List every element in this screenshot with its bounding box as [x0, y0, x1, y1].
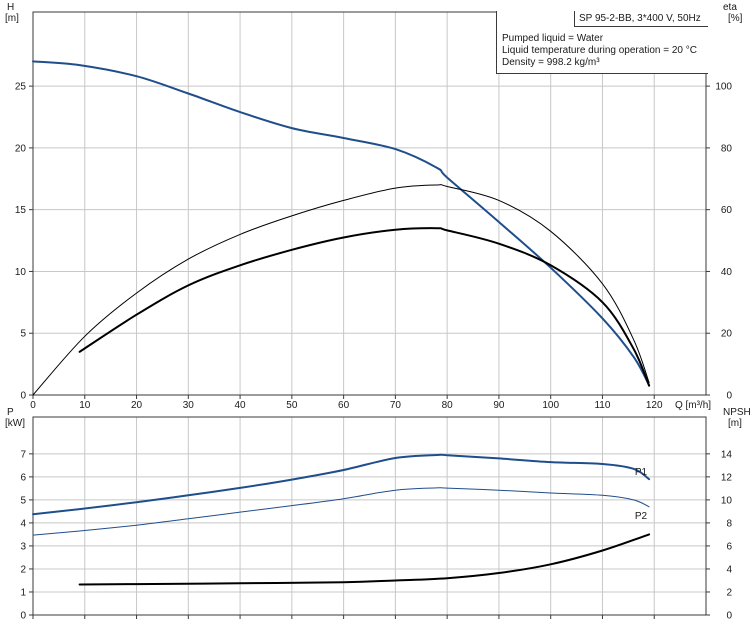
density-line: Density = 998.2 kg/m³ — [502, 57, 600, 68]
chart1-ytick-right-1: 2 — [726, 587, 732, 598]
chart0-xtick-5: 50 — [286, 400, 298, 411]
pump-info-box: SP 95-2-BB, 3*400 V, 50Hz Pumped liquid … — [496, 11, 708, 74]
chart0-y-right-label: eta — [723, 2, 737, 13]
chart0-ytick-left-1: 5 — [20, 329, 26, 340]
chart1-ytick-left-3: 3 — [20, 541, 26, 552]
chart0-ytick-left-0: 0 — [20, 391, 26, 402]
chart1-ytick-right-0: 0 — [726, 611, 732, 622]
pumped-liquid-line: Pumped liquid = Water — [502, 33, 604, 44]
chart0-ytick-right-2: 40 — [721, 267, 733, 278]
chart1-y-right-unit: [m] — [728, 418, 742, 429]
chart0-xtick-11: 110 — [594, 400, 610, 411]
chart1-y-right-label: NPSH — [723, 407, 751, 418]
chart1-ytick-left-4: 4 — [20, 518, 26, 529]
chart1-series-label-p2: P2 — [635, 511, 648, 522]
chart0-xtick-1: 10 — [79, 400, 91, 411]
chart1-series-p2 — [32, 487, 650, 536]
chart0-xtick-12: 120 — [646, 400, 663, 411]
chart1-ytick-left-0: 0 — [20, 611, 26, 622]
chart0-ytick-left-3: 15 — [15, 205, 27, 216]
pump-model-title: SP 95-2-BB, 3*400 V, 50Hz — [574, 11, 708, 27]
chart1-ytick-left-2: 2 — [20, 564, 26, 575]
chart0-ytick-left-5: 25 — [15, 82, 27, 93]
chart0-y-left-label: H — [7, 2, 14, 13]
chart0-xtick-0: 0 — [30, 400, 36, 411]
chart0-xtick-7: 70 — [390, 400, 402, 411]
chart1-series-label-p1: P1 — [635, 467, 648, 478]
chart1-ytick-left-1: 1 — [20, 587, 26, 598]
chart0-y-left-unit: [m] — [5, 13, 19, 24]
chart0-ytick-right-3: 60 — [721, 205, 733, 216]
chart1-ytick-right-4: 8 — [726, 518, 732, 529]
chart1-y-left-unit: [kW] — [5, 418, 25, 429]
chart0-ytick-right-0: 0 — [726, 391, 732, 402]
chart1-ytick-left-5: 5 — [20, 495, 26, 506]
chart0-xtick-9: 90 — [493, 400, 505, 411]
chart0-ytick-left-2: 10 — [15, 267, 27, 278]
chart1-ytick-right-3: 6 — [726, 541, 732, 552]
chart1-ytick-left-6: 6 — [20, 472, 26, 483]
chart0-x-axis-label: Q [m³/h] — [675, 400, 711, 411]
chart0-xtick-4: 40 — [235, 400, 247, 411]
chart0-xtick-10: 100 — [542, 400, 559, 411]
chart0-frame — [32, 11, 707, 396]
chart0-xtick-3: 30 — [183, 400, 195, 411]
chart1-y-left-label: P — [7, 407, 14, 418]
chart0-xtick-2: 20 — [131, 400, 143, 411]
chart0-series-eta-thin — [32, 184, 650, 396]
chart0-ytick-right-5: 100 — [715, 82, 732, 93]
chart1-ytick-right-5: 10 — [721, 495, 733, 506]
chart1-ytick-right-7: 14 — [721, 449, 733, 460]
chart0-y-right-unit: [%] — [728, 13, 743, 24]
liquid-temperature-line: Liquid temperature during operation = 20… — [502, 45, 697, 56]
chart0-ytick-left-4: 20 — [15, 143, 27, 154]
chart1-frame — [32, 416, 707, 616]
chart0-xtick-6: 60 — [338, 400, 350, 411]
chart0-ytick-right-4: 80 — [721, 143, 733, 154]
chart0-ytick-right-1: 20 — [721, 329, 733, 340]
chart1-ytick-right-2: 4 — [726, 564, 732, 575]
chart1-series-npsh — [78, 533, 651, 586]
chart1-ytick-right-6: 12 — [721, 472, 733, 483]
chart0-series-head — [32, 60, 651, 387]
chart0-xtick-8: 80 — [442, 400, 454, 411]
chart0-series-eta-thick — [78, 227, 651, 387]
chart1-series-p1 — [32, 453, 651, 516]
chart1-ytick-left-7: 7 — [20, 449, 26, 460]
